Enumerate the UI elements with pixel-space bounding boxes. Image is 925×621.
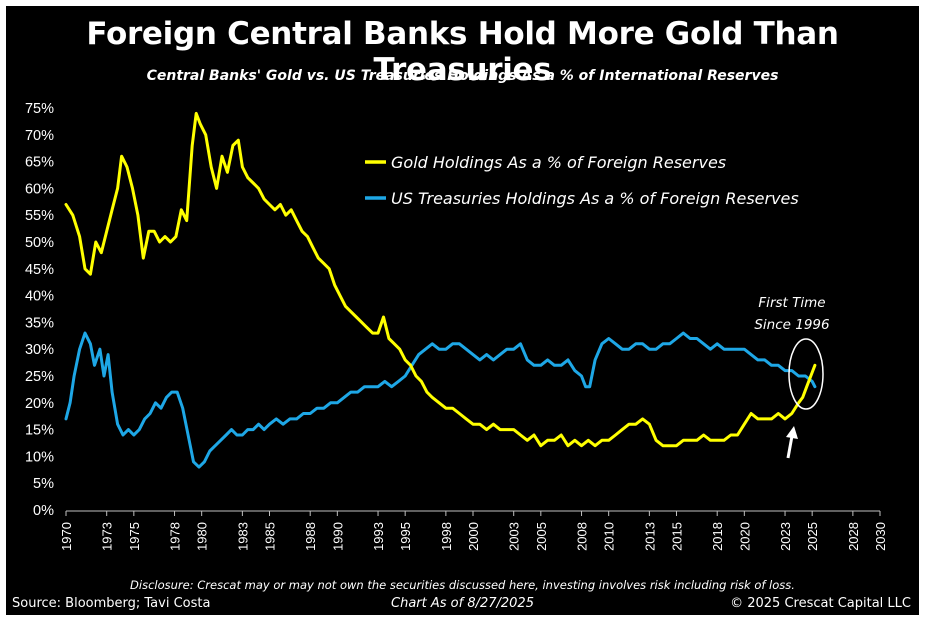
treasuries-holdings-line bbox=[64, 331, 817, 469]
disclosure-text: Disclosure: Crescat may or may not own t… bbox=[130, 578, 795, 592]
x-tick-label: 1975 bbox=[127, 522, 142, 551]
y-tick-label: 20% bbox=[25, 396, 54, 412]
x-tick-label: 1973 bbox=[100, 522, 115, 551]
x-tick-label: 1978 bbox=[168, 522, 183, 551]
x-tick-label: 2018 bbox=[710, 522, 725, 551]
legend-label-gold: Gold Holdings As a % of Foreign Reserves bbox=[391, 153, 726, 172]
annotation-line-2: Since 1996 bbox=[754, 317, 829, 333]
x-tick-label: 2015 bbox=[670, 522, 685, 551]
x-tick-label: 1980 bbox=[195, 522, 210, 551]
y-axis: 0% 5% 10% 15% 20% 25% 30% 35% 40% 45% 50% 55% 60% 65%… bbox=[25, 101, 54, 519]
chart-frame: Foreign Central Banks Hold More Gold Tha… bbox=[6, 6, 919, 615]
y-tick-label: 50% bbox=[25, 235, 54, 251]
y-tick-label: 15% bbox=[25, 423, 54, 439]
annotation-line-1: First Time bbox=[758, 295, 825, 311]
highlight-ellipse bbox=[788, 338, 824, 410]
x-tick-label: 1988 bbox=[303, 522, 318, 551]
y-tick-label: 40% bbox=[25, 289, 54, 305]
y-tick-label: 10% bbox=[25, 449, 54, 465]
y-tick-label: 55% bbox=[25, 208, 54, 224]
line-chart: 0% 5% 10% 15% 20% 25% 30% 35% 40% 45% 50% 55% 60% 65%… bbox=[25, 101, 888, 551]
y-tick-label: 25% bbox=[25, 369, 54, 385]
y-tick-label: 30% bbox=[25, 342, 54, 358]
x-tick-label: 2030 bbox=[873, 522, 888, 551]
y-tick-label: 45% bbox=[25, 262, 54, 278]
x-tick-label: 2005 bbox=[534, 522, 549, 551]
x-axis: 1970 1973 1975 1978 1980 1983 1985 1988 1990 1993… bbox=[59, 510, 888, 551]
x-tick-label: 2023 bbox=[778, 522, 793, 551]
y-tick-label: 5% bbox=[33, 476, 54, 492]
x-tick-label: 1993 bbox=[371, 522, 386, 551]
x-tick-label: 2008 bbox=[575, 522, 590, 551]
x-tick-label: 2020 bbox=[737, 522, 752, 551]
x-tick-label: 2000 bbox=[466, 522, 481, 551]
legend: Gold Holdings As a % of Foreign Reserves… bbox=[365, 153, 799, 208]
x-tick-label: 1990 bbox=[330, 522, 345, 551]
y-tick-label: 35% bbox=[25, 315, 54, 331]
x-tick-label: 1985 bbox=[263, 522, 278, 551]
x-tick-label: 2010 bbox=[602, 522, 617, 551]
source-text: Source: Bloomberg; Tavi Costa bbox=[12, 596, 211, 611]
gold-holdings-line bbox=[64, 111, 817, 448]
x-tick-label: 2028 bbox=[846, 522, 861, 551]
x-tick-label: 2003 bbox=[507, 522, 522, 551]
y-tick-label: 65% bbox=[25, 155, 54, 171]
first-time-annotation: First Time Since 1996 bbox=[754, 295, 830, 459]
arrow-head bbox=[786, 426, 798, 439]
y-tick-label: 75% bbox=[25, 101, 54, 117]
series-layer bbox=[64, 111, 817, 469]
y-tick-label: 70% bbox=[25, 128, 54, 144]
y-tick-label: 0% bbox=[33, 503, 54, 519]
chart-title: Foreign Central Banks Hold More Gold Tha… bbox=[86, 16, 839, 88]
as-of-text: Chart As of 8/27/2025 bbox=[391, 596, 534, 611]
copyright-text: © 2025 Crescat Capital LLC bbox=[730, 596, 911, 611]
x-tick-label: 1998 bbox=[439, 522, 454, 551]
x-tick-label: 2013 bbox=[642, 522, 657, 551]
x-tick-label: 1995 bbox=[398, 522, 413, 551]
x-tick-label: 2025 bbox=[805, 522, 820, 551]
chart-subtitle: Central Banks' Gold vs. US Treasuries Ho… bbox=[146, 68, 779, 84]
x-tick-label: 1983 bbox=[235, 522, 250, 551]
legend-label-treasuries: US Treasuries Holdings As a % of Foreign… bbox=[391, 189, 799, 208]
y-tick-label: 60% bbox=[25, 181, 54, 197]
arrow-shaft bbox=[786, 435, 794, 459]
x-tick-label: 1970 bbox=[59, 522, 74, 551]
